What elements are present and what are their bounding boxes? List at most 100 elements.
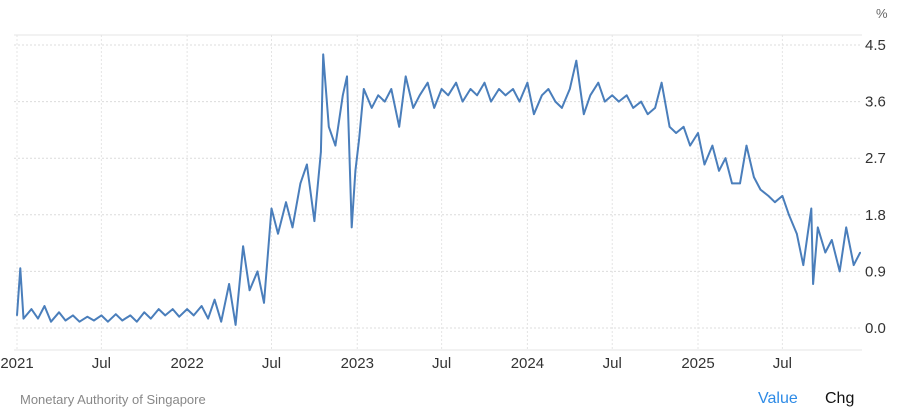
data-point bbox=[50, 320, 52, 323]
data-point bbox=[781, 195, 784, 197]
x-tick-label: 2023 bbox=[341, 355, 374, 372]
data-point bbox=[455, 81, 457, 84]
data-point bbox=[583, 113, 585, 115]
x-tick-label: Jul bbox=[262, 355, 281, 372]
data-point bbox=[703, 163, 706, 166]
data-point bbox=[19, 267, 22, 270]
data-point bbox=[476, 94, 478, 97]
data-point bbox=[440, 88, 443, 90]
data-point bbox=[350, 226, 353, 229]
x-tick-label: Jul bbox=[92, 355, 111, 372]
data-point bbox=[796, 232, 798, 235]
data-point bbox=[654, 107, 656, 109]
data-point bbox=[753, 176, 755, 178]
data-point bbox=[107, 320, 109, 323]
unit-label: % bbox=[876, 6, 888, 21]
data-point bbox=[859, 251, 862, 254]
data-point bbox=[291, 226, 294, 229]
data-point bbox=[697, 132, 699, 134]
data-point bbox=[533, 113, 535, 115]
data-point bbox=[617, 100, 620, 103]
y-tick-label: 1.8 bbox=[865, 207, 886, 224]
data-point bbox=[178, 315, 181, 318]
data-point bbox=[143, 311, 146, 314]
data-point bbox=[322, 53, 325, 56]
data-point bbox=[724, 157, 727, 159]
value-button[interactable]: Value bbox=[758, 390, 798, 407]
data-point bbox=[30, 308, 33, 310]
data-point bbox=[390, 88, 393, 90]
data-point bbox=[498, 88, 500, 90]
data-point bbox=[398, 125, 401, 128]
data-point bbox=[248, 289, 251, 292]
data-point bbox=[412, 107, 415, 109]
data-point bbox=[575, 59, 578, 62]
x-tick-label: Jul bbox=[432, 355, 451, 372]
data-point bbox=[213, 298, 216, 301]
y-tick-label: 2.7 bbox=[865, 150, 886, 167]
chg-button[interactable]: Chg bbox=[825, 390, 855, 407]
data-point bbox=[682, 125, 685, 128]
data-point bbox=[334, 144, 337, 147]
data-point bbox=[718, 169, 720, 172]
data-point bbox=[838, 270, 841, 273]
data-point bbox=[306, 163, 308, 166]
x-tick-label: 2021 bbox=[0, 355, 33, 372]
data-point bbox=[383, 100, 386, 103]
data-point bbox=[299, 182, 302, 185]
source-label: Monetary Authority of Singapore bbox=[20, 392, 206, 407]
data-point bbox=[192, 314, 195, 317]
x-tick-label: Jul bbox=[773, 355, 792, 372]
data-point bbox=[164, 314, 167, 317]
data-point bbox=[354, 169, 357, 172]
data-point bbox=[640, 100, 642, 103]
data-point bbox=[668, 125, 671, 128]
data-points bbox=[16, 53, 862, 326]
y-tick-label: 0.0 bbox=[865, 320, 886, 337]
data-point bbox=[200, 305, 203, 307]
data-point bbox=[518, 100, 521, 103]
data-point bbox=[852, 264, 855, 266]
data-point bbox=[64, 319, 67, 322]
data-point bbox=[157, 308, 160, 310]
data-point bbox=[285, 201, 287, 204]
data-point bbox=[58, 311, 60, 314]
data-point bbox=[43, 305, 46, 307]
data-point bbox=[72, 314, 74, 317]
data-point bbox=[461, 100, 464, 103]
data-point bbox=[370, 107, 373, 109]
data-point bbox=[469, 88, 472, 90]
data-point bbox=[646, 113, 649, 115]
data-point bbox=[86, 315, 89, 318]
data-point bbox=[526, 81, 529, 84]
data-point bbox=[788, 214, 790, 216]
data-point bbox=[426, 81, 429, 84]
data-point bbox=[554, 100, 557, 103]
data-point bbox=[16, 314, 18, 317]
data-point bbox=[220, 320, 222, 323]
y-tick-label: 4.5 bbox=[865, 37, 886, 54]
x-axis: 2021 Jul 2022 Jul 2023 Jul 2024 Jul 2025 Jul bbox=[0, 355, 792, 372]
data-point bbox=[611, 94, 614, 97]
data-point bbox=[186, 308, 188, 310]
data-point bbox=[767, 195, 770, 197]
data-point bbox=[447, 94, 449, 97]
data-point bbox=[135, 320, 138, 323]
data-point bbox=[100, 314, 103, 317]
data-point bbox=[802, 264, 805, 266]
data-point bbox=[37, 317, 39, 320]
data-point bbox=[115, 313, 117, 315]
data-point bbox=[490, 100, 492, 103]
data-point bbox=[171, 308, 174, 310]
data-point bbox=[625, 94, 628, 97]
data-point bbox=[845, 226, 848, 229]
data-point bbox=[774, 201, 776, 204]
data-point bbox=[346, 75, 348, 78]
data-point bbox=[78, 320, 81, 323]
data-point bbox=[313, 220, 316, 222]
data-point bbox=[404, 75, 407, 78]
x-tick-label: Jul bbox=[603, 355, 622, 372]
data-point bbox=[433, 107, 435, 109]
data-point bbox=[512, 88, 514, 90]
y-tick-label: 3.6 bbox=[865, 94, 886, 111]
